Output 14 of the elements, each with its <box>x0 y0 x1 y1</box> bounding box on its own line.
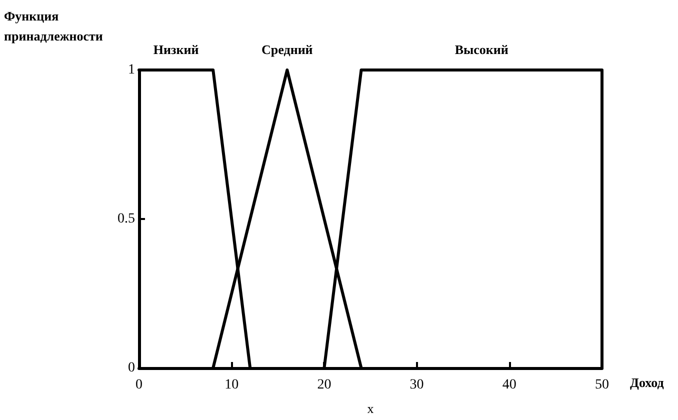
x-tick-label: 20 <box>317 378 332 392</box>
y-tick-label: 1 <box>128 62 135 78</box>
x-tick-label: 40 <box>502 378 516 392</box>
series-label: Средний <box>262 42 314 57</box>
y-tick-label: 0 <box>128 360 135 376</box>
x-tick-label: 50 <box>595 378 609 392</box>
text: Доход <box>630 375 664 390</box>
series-label: Высокий <box>454 42 509 57</box>
y-axis-title: Функция принадлежности <box>4 8 104 44</box>
y-tick-label: 0.5 <box>118 212 135 226</box>
x-axis-title: x <box>367 401 374 416</box>
x-tick-label: 30 <box>410 378 424 392</box>
series-label: Низкий <box>153 42 200 57</box>
x-tick-label: 10 <box>224 378 239 392</box>
